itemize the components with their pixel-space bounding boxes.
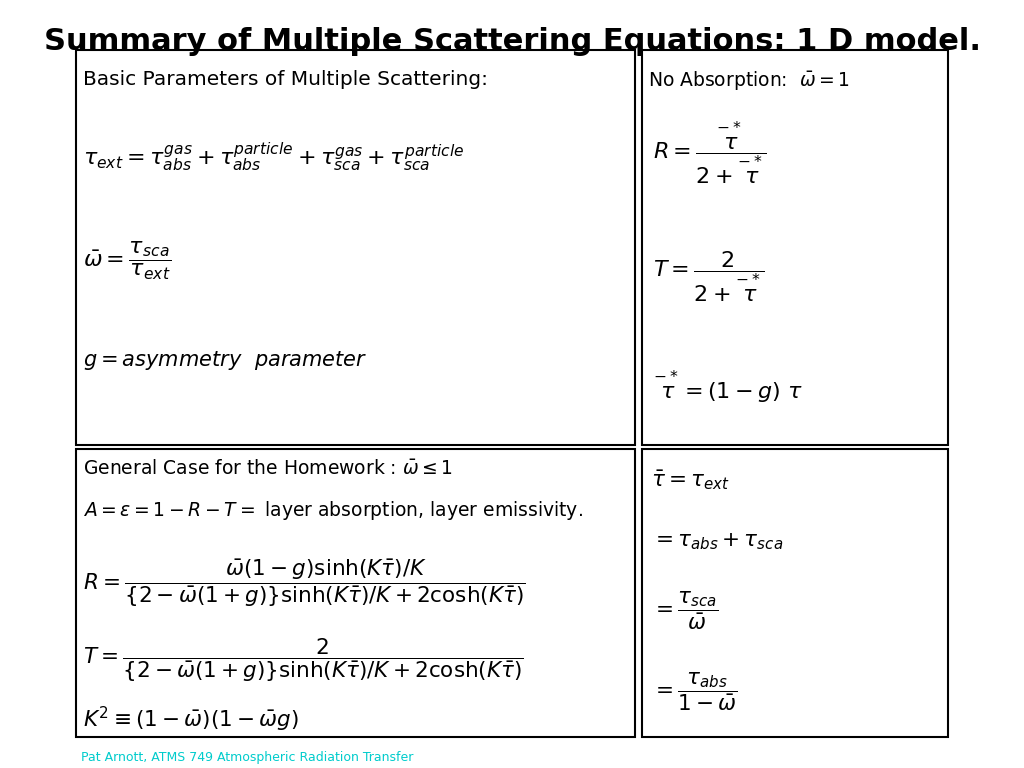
Text: $= \dfrac{\tau_{abs}}{1 - \bar{\omega}}$: $= \dfrac{\tau_{abs}}{1 - \bar{\omega}}$ [651,670,737,713]
Text: $R = \dfrac{\bar{\omega}(1-g)\sinh(K\bar{\tau})/K}{\left\{2 - \bar{\omega}(1+g)\: $R = \dfrac{\bar{\omega}(1-g)\sinh(K\bar… [83,558,525,609]
FancyBboxPatch shape [76,449,635,737]
Text: $\bar{\tau} = \tau_{ext}$: $\bar{\tau} = \tau_{ext}$ [651,468,730,492]
Text: $A = \varepsilon = 1 - R - T = $ layer absorption, layer emissivity.: $A = \varepsilon = 1 - R - T = $ layer a… [83,499,583,522]
Text: $= \tau_{abs} + \tau_{sca}$: $= \tau_{abs} + \tau_{sca}$ [651,531,783,551]
Text: $T = \dfrac{2}{\left\{2 - \bar{\omega}(1+g)\right\}\sinh(K\bar{\tau})/K + 2\cosh: $T = \dfrac{2}{\left\{2 - \bar{\omega}(1… [83,637,524,684]
Text: $K^{2} \equiv (1-\bar{\omega})(1-\bar{\omega}g)$: $K^{2} \equiv (1-\bar{\omega})(1-\bar{\o… [83,705,299,734]
Text: $= \dfrac{\tau_{sca}}{\bar{\omega}}$: $= \dfrac{\tau_{sca}}{\bar{\omega}}$ [651,589,719,632]
Text: $\overset{-*}{\tau} = (1-g)\ \tau$: $\overset{-*}{\tau} = (1-g)\ \tau$ [653,368,803,405]
Text: $g = asymmetry\ \ parameter$: $g = asymmetry\ \ parameter$ [83,349,368,372]
Text: Pat Arnott, ATMS 749 Atmospheric Radiation Transfer: Pat Arnott, ATMS 749 Atmospheric Radiati… [81,751,413,764]
FancyBboxPatch shape [642,50,948,445]
Text: No Absorption:  $\bar{\omega} = 1$: No Absorption: $\bar{\omega} = 1$ [648,69,851,92]
Text: Basic Parameters of Multiple Scattering:: Basic Parameters of Multiple Scattering: [83,70,488,88]
Text: $\tau_{ext} = \tau^{gas}_{abs} + \tau^{particle}_{abs} + \tau^{gas}_{sca} + \tau: $\tau_{ext} = \tau^{gas}_{abs} + \tau^{p… [83,141,465,174]
Text: Summary of Multiple Scattering Equations: 1 D model.: Summary of Multiple Scattering Equations… [43,27,981,56]
Text: $T = \dfrac{2}{2 + \overset{-*}{\tau}}$: $T = \dfrac{2}{2 + \overset{-*}{\tau}}$ [653,250,764,303]
Text: $\bar{\omega} = \dfrac{\tau_{sca}}{\tau_{ext}}$: $\bar{\omega} = \dfrac{\tau_{sca}}{\tau_… [83,240,171,282]
Text: General Case for the Homework : $\bar{\omega} \leq 1$: General Case for the Homework : $\bar{\o… [83,459,454,478]
FancyBboxPatch shape [76,50,635,445]
Text: $R = \dfrac{\overset{-*}{\tau}}{2 + \overset{-*}{\tau}}$: $R = \dfrac{\overset{-*}{\tau}}{2 + \ove… [653,120,766,187]
FancyBboxPatch shape [642,449,948,737]
